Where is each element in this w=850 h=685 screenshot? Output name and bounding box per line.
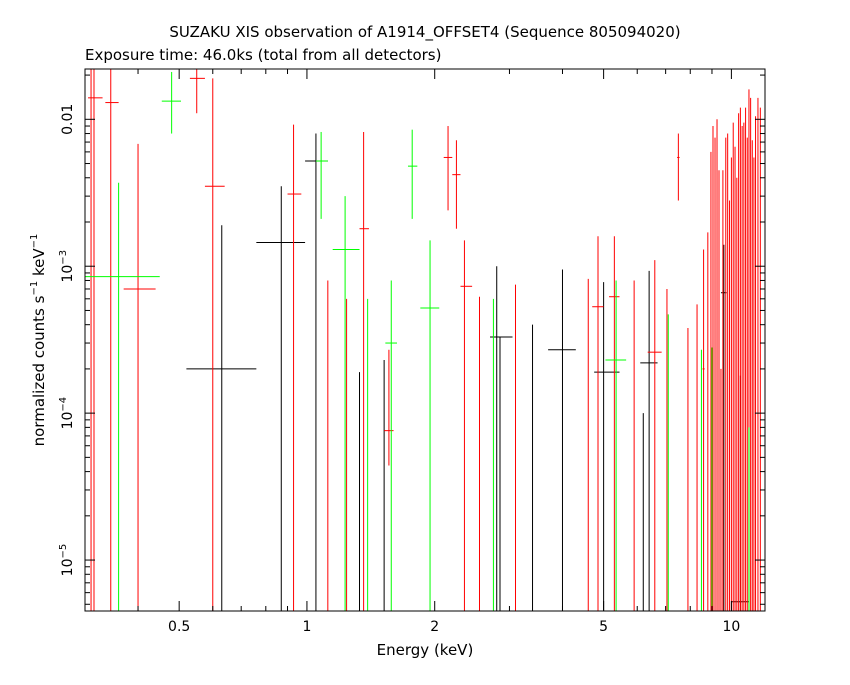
data-layer — [85, 69, 761, 611]
red-data-point — [189, 69, 205, 114]
green-data-point — [605, 280, 627, 611]
red-data-point — [452, 140, 461, 229]
y-tick-label: 10−5 — [58, 544, 76, 577]
red-data-point — [105, 69, 119, 611]
chart-title: SUZAKU XIS observation of A1914_OFFSET4 … — [169, 23, 680, 42]
x-tick-label: 10 — [722, 619, 740, 635]
red-data-point — [592, 236, 604, 611]
plot-frame — [84, 68, 766, 612]
green-data-point — [407, 129, 418, 219]
ticks-layer: 0.5 1 2 5 10 0.01 10−3 10−4 10−5 — [58, 69, 765, 635]
x-tick-label: 5 — [599, 619, 608, 635]
red-data-point — [287, 124, 302, 611]
y-axis-label: normalized counts s−1 keV−1 — [29, 234, 48, 447]
black-data-point — [256, 186, 306, 611]
green-series — [85, 71, 750, 611]
green-data-point — [332, 196, 360, 611]
x-tick-label: 2 — [430, 619, 439, 635]
y-axis-label-mid: keV — [30, 248, 48, 281]
chart-subtitle: Exposure time: 46.0ks (total from all de… — [85, 46, 441, 64]
black-data-point — [186, 225, 257, 611]
x-tick-label: 1 — [302, 619, 311, 635]
red-data-point — [443, 126, 453, 211]
y-axis-label-base: normalized counts s — [30, 295, 48, 446]
y-tick-label: 10−3 — [58, 250, 76, 283]
black-data-point — [305, 133, 328, 611]
black-data-point — [548, 269, 576, 611]
black-series — [186, 133, 749, 611]
red-data-point — [123, 143, 156, 611]
red-data-point — [647, 260, 662, 611]
red-data-point — [359, 131, 369, 611]
green-data-point — [385, 280, 398, 611]
red-data-point — [88, 69, 103, 611]
red-data-point — [460, 240, 473, 611]
red-data-point — [204, 78, 225, 611]
red-data-point — [677, 133, 680, 201]
y-tick-label: 10−4 — [58, 397, 76, 430]
green-data-point — [315, 131, 328, 219]
svg-text:normalized counts s−1 keV−1: normalized counts s−1 keV−1 — [29, 234, 48, 447]
y-tick-label: 0.01 — [60, 104, 76, 135]
green-data-point — [85, 182, 160, 611]
red-data-point — [702, 249, 705, 611]
green-data-point — [161, 71, 181, 134]
red-data-point — [384, 349, 394, 466]
red-data-point — [609, 236, 620, 611]
green-data-point — [420, 240, 440, 611]
y-axis-label-exp1: −1 — [29, 281, 40, 296]
x-tick-label: 0.5 — [168, 619, 190, 635]
red-series — [88, 69, 761, 611]
y-axis-label-exp2: −1 — [29, 234, 40, 249]
x-axis-label: Energy (keV) — [377, 641, 474, 659]
